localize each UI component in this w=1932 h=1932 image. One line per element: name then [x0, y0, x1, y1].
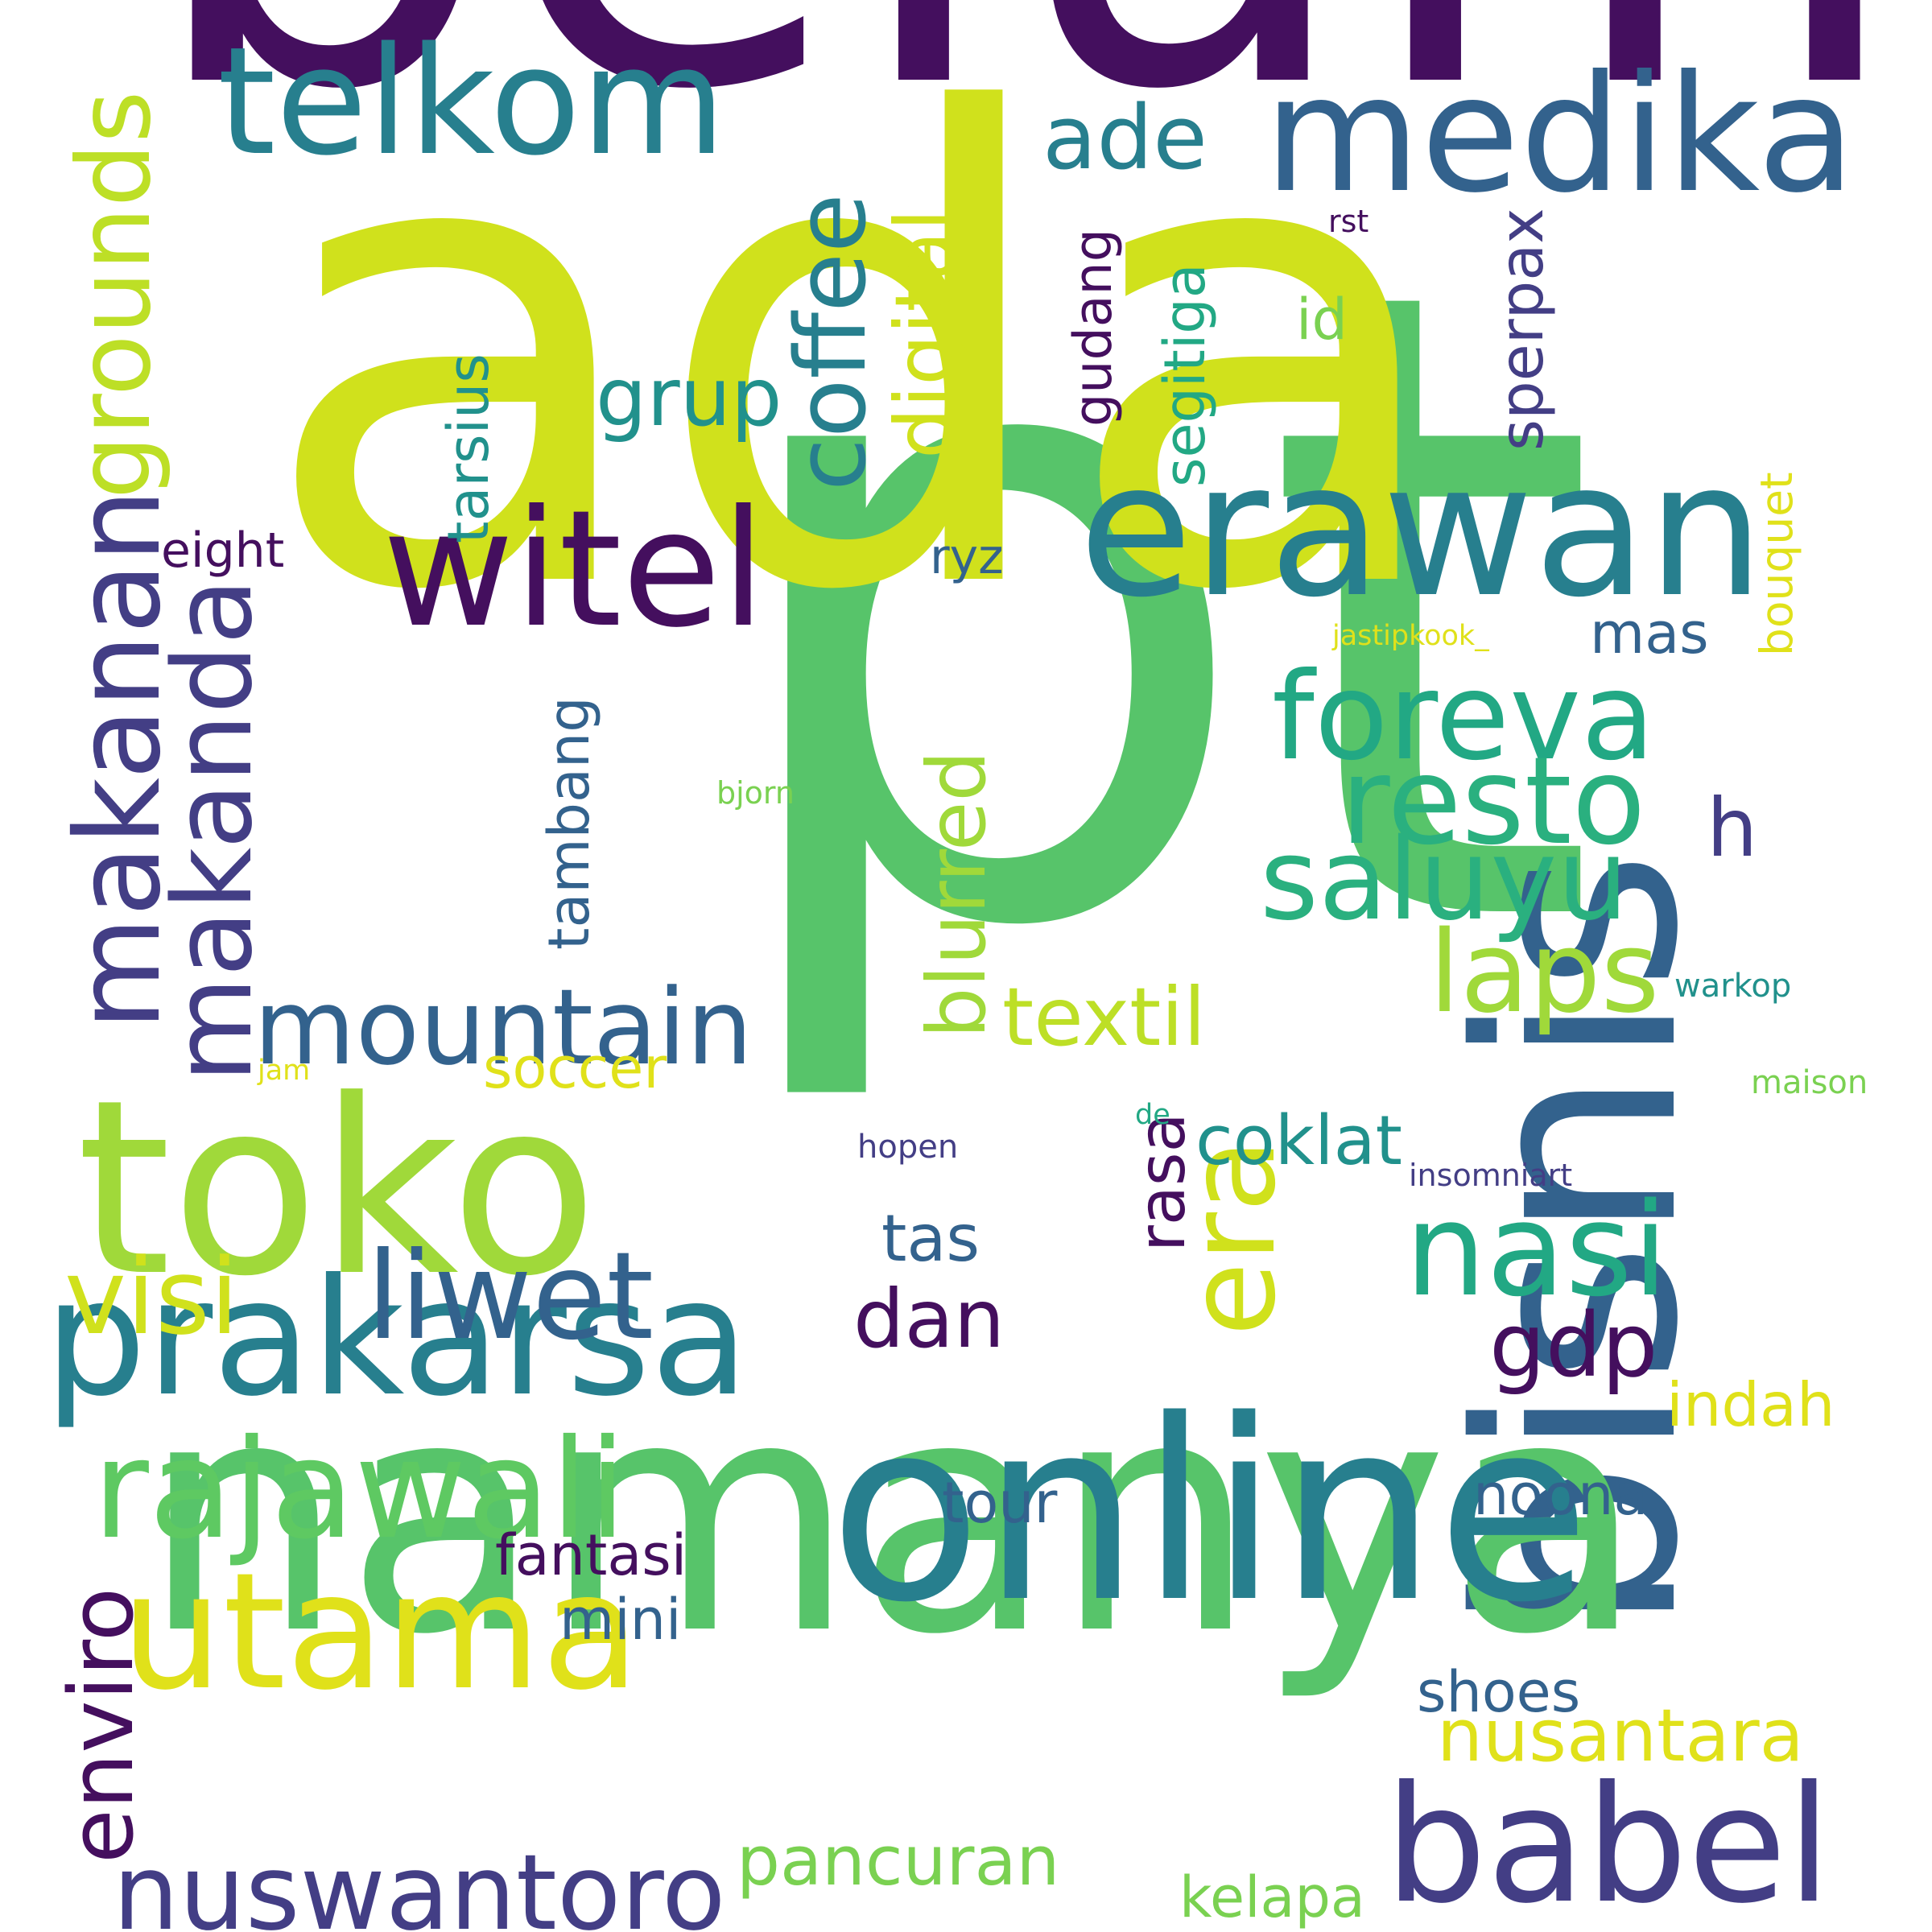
- cloud-word-medika: medika: [1264, 41, 1856, 229]
- cloud-word-h: h: [1707, 781, 1758, 875]
- cloud-word-blurred: blurred: [910, 750, 1004, 1038]
- cloud-word-hopen: hopen: [857, 1128, 959, 1166]
- cloud-word-utama: utama: [121, 1538, 641, 1726]
- cloud-word-laps: laps: [1429, 906, 1660, 1038]
- cloud-word-grup: grup: [596, 350, 782, 444]
- cloud-word-rst: rst: [1328, 204, 1369, 240]
- cloud-word-shoes: shoes: [1417, 1658, 1581, 1725]
- cloud-word-visi: visi: [64, 1236, 239, 1359]
- cloud-word-maison: maison: [1751, 1063, 1868, 1101]
- cloud-word-rasa: rasa: [1125, 1113, 1200, 1252]
- cloud-word-mini: mini: [559, 1586, 682, 1653]
- cloud-word-tambang: tambang: [535, 696, 602, 950]
- cloud-word-online: online: [829, 1367, 1591, 1658]
- cloud-word-ryz: ryz: [930, 529, 1004, 586]
- cloud-word-grounds: grounds: [56, 90, 173, 499]
- cloud-word-belum: belum: [141, 0, 1908, 167]
- cloud-word-namanya: namanya: [141, 1331, 1645, 1705]
- cloud-word-soccer: soccer: [483, 1034, 667, 1101]
- cloud-word-ade: ade: [1042, 86, 1208, 190]
- cloud-word-nasi: nasi: [1405, 1174, 1669, 1326]
- cloud-word-pancuran: pancuran: [737, 1822, 1060, 1902]
- cloud-word-jastipkook: jastipkook_: [1332, 620, 1489, 653]
- cloud-word-resto: resto: [1340, 732, 1646, 872]
- cloud-word-kelapa: kelapa: [1179, 1864, 1365, 1930]
- cloud-word-textil: textil: [1002, 970, 1206, 1064]
- cloud-word-gdp: gdp: [1489, 1294, 1658, 1397]
- cloud-word-babel: babel: [1385, 1752, 1832, 1932]
- cloud-word-jam: jam: [258, 1055, 311, 1088]
- cloud-word-segitiga: segitiga: [1151, 263, 1218, 487]
- cloud-word-liwet: liwet: [366, 1227, 654, 1367]
- cloud-word-telkom: telkom: [217, 14, 726, 189]
- cloud-word-erawan: erawan: [1079, 423, 1765, 639]
- cloud-word-bouquet: bouquet: [1751, 472, 1803, 656]
- cloud-word-de: de: [1135, 1099, 1170, 1132]
- cloud-word-coffee: coffee: [775, 193, 888, 491]
- cloud-word-insomniart: insomniart: [1409, 1158, 1573, 1194]
- cloud-word-enviro: enviro: [50, 1587, 154, 1864]
- cloud-word-pt: pt: [708, 105, 1602, 1117]
- cloud-word-id: id: [1296, 286, 1348, 353]
- cloud-word-saluyu: saluyu: [1260, 814, 1629, 946]
- cloud-word-nusantara: nusantara: [1437, 1693, 1804, 1778]
- cloud-word-gudang: gudang: [1063, 228, 1124, 427]
- cloud-word-rajawali: rajawali: [93, 1410, 627, 1570]
- cloud-word-toko: toko: [76, 1048, 598, 1329]
- cloud-word-noona: noona: [1473, 1461, 1649, 1528]
- cloud-word-eight: eight: [161, 522, 285, 580]
- cloud-word-warkop: warkop: [1674, 967, 1792, 1005]
- cloud-word-fantasi: fantasi: [495, 1521, 687, 1588]
- cloud-word-makanda: makanda: [150, 578, 277, 1083]
- cloud-word-bjorn: bjorn: [716, 775, 795, 811]
- cloud-word-dan: dan: [853, 1272, 1005, 1366]
- cloud-word-sperpax: sperpax: [1486, 208, 1557, 451]
- cloud-word-tas: tas: [881, 1201, 980, 1277]
- cloud-word-tarsius: tarsius: [435, 353, 502, 543]
- cloud-word-foreva: foreva: [1272, 647, 1655, 787]
- cloud-word-prakarsa: prakarsa: [44, 1245, 749, 1432]
- cloud-word-witel: witel: [382, 476, 766, 663]
- cloud-word-mountain: mountain: [254, 966, 753, 1089]
- cloud-word-digital: digital: [877, 208, 972, 459]
- cloud-word-nuswantoro: nuswantoro: [113, 1831, 726, 1932]
- cloud-word-coklat: coklat: [1195, 1101, 1402, 1182]
- cloud-word-ada: ada: [258, 0, 1456, 731]
- cloud-word-indah: indah: [1666, 1369, 1835, 1440]
- cloud-word-mas: mas: [1590, 600, 1709, 667]
- cloud-word-tour: tour: [942, 1469, 1058, 1536]
